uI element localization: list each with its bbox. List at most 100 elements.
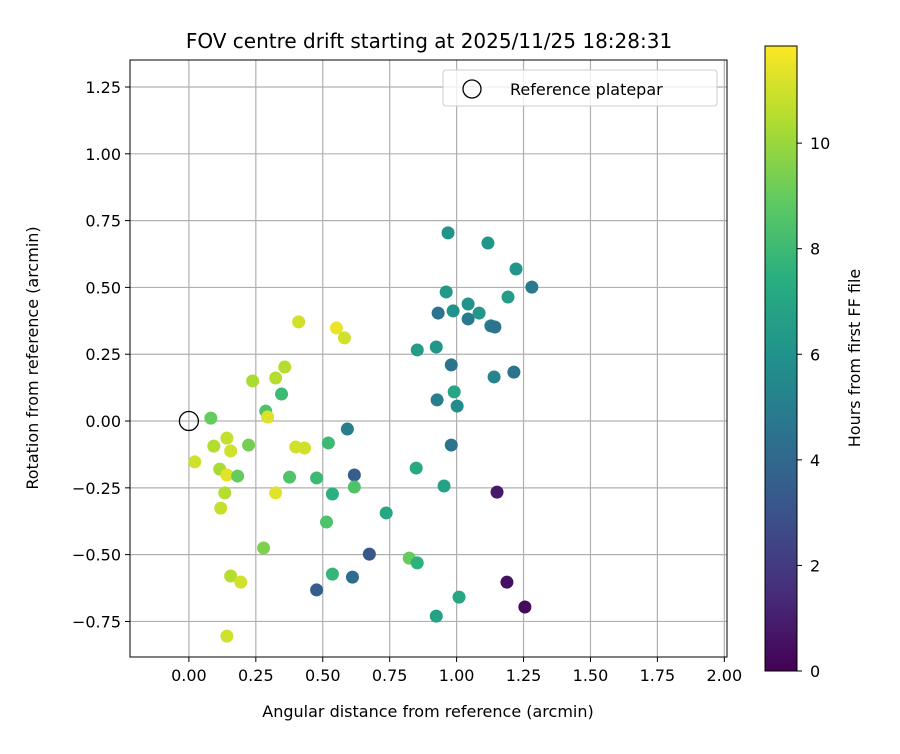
data-point <box>298 441 312 455</box>
data-point <box>345 570 359 584</box>
colorbar-tick-label: 8 <box>810 240 820 259</box>
data-point <box>410 343 424 357</box>
data-point <box>220 431 234 445</box>
y-axis-label: Rotation from reference (arcmin) <box>23 226 42 489</box>
x-tick-label: 1.00 <box>439 666 475 685</box>
data-point <box>231 469 245 483</box>
data-point <box>409 461 423 475</box>
x-tick-label: 2.00 <box>707 666 743 685</box>
data-point <box>362 547 376 561</box>
data-point <box>278 360 292 374</box>
colorbar-label: Hours from first FF file <box>845 269 864 448</box>
data-point <box>525 280 539 294</box>
data-point <box>269 371 283 385</box>
data-point <box>439 285 453 299</box>
data-point <box>444 438 458 452</box>
x-tick-label: 1.75 <box>640 666 676 685</box>
data-point <box>188 455 202 469</box>
colorbar-tick-label: 10 <box>810 134 830 153</box>
data-points <box>188 226 539 643</box>
y-tick-label: −0.25 <box>72 479 121 498</box>
data-point <box>224 569 238 583</box>
data-point <box>430 393 444 407</box>
data-point <box>431 306 445 320</box>
data-point <box>446 304 460 318</box>
colorbar <box>764 45 798 672</box>
legend-reference-marker <box>462 79 482 99</box>
data-point <box>518 600 532 614</box>
data-point <box>340 422 354 436</box>
data-point <box>257 541 271 555</box>
data-point <box>488 320 502 334</box>
data-point <box>472 306 486 320</box>
data-point <box>490 485 504 499</box>
colorbar-tick-label: 4 <box>810 451 820 470</box>
data-point <box>329 321 343 335</box>
data-point <box>437 479 451 493</box>
data-point <box>347 468 361 482</box>
data-point <box>283 470 297 484</box>
data-point <box>310 583 324 597</box>
data-point <box>487 370 501 384</box>
data-point <box>220 468 234 482</box>
y-tick-label: 1.25 <box>85 78 121 97</box>
data-point <box>242 438 256 452</box>
data-point <box>325 567 339 581</box>
y-tick-label: −0.50 <box>72 546 121 565</box>
x-tick-label: 0.25 <box>238 666 274 685</box>
data-point <box>410 556 424 570</box>
colorbar-tick-label: 0 <box>810 662 820 681</box>
legend: Reference platepar <box>442 69 718 107</box>
legend-label: Reference platepar <box>510 80 663 99</box>
x-tick-label: 0.00 <box>171 666 207 685</box>
y-tick-label: 0.00 <box>85 412 121 431</box>
data-point <box>444 358 458 372</box>
x-tick-label: 0.50 <box>305 666 341 685</box>
data-point <box>447 385 461 399</box>
y-tick-label: 0.75 <box>85 212 121 231</box>
data-point <box>220 629 234 643</box>
x-axis-ticks: 0.00 0.25 0.50 0.75 1.00 1.25 1.50 1.75 2.00 <box>171 657 742 685</box>
chart-title: FOV centre drift starting at 2025/11/25 … <box>186 29 672 53</box>
data-point <box>321 436 335 450</box>
data-point <box>500 575 514 589</box>
data-point <box>207 439 221 453</box>
data-point <box>452 590 466 604</box>
reference-marker <box>178 410 200 432</box>
colorbar-tick-label: 2 <box>810 556 820 575</box>
reference-platepar-marker <box>178 410 200 432</box>
y-tick-label: 1.00 <box>85 145 121 164</box>
data-point <box>481 236 495 250</box>
data-point <box>429 609 443 623</box>
data-point <box>320 515 334 529</box>
data-point <box>204 411 218 425</box>
data-point <box>234 575 248 589</box>
data-point <box>214 501 228 515</box>
x-tick-label: 1.50 <box>573 666 609 685</box>
data-point <box>275 387 289 401</box>
data-point <box>347 480 361 494</box>
data-point <box>337 331 351 345</box>
data-point <box>261 410 275 424</box>
y-tick-label: 0.25 <box>85 345 121 364</box>
y-tick-label: 0.50 <box>85 278 121 297</box>
grid <box>130 60 727 657</box>
x-tick-label: 1.25 <box>506 666 542 685</box>
data-point <box>450 399 464 413</box>
data-point <box>507 365 521 379</box>
y-tick-label: −0.75 <box>72 612 121 631</box>
colorbar-ticks: 0 2 4 6 8 10 <box>797 134 830 681</box>
data-point <box>246 374 260 388</box>
data-point <box>310 471 324 485</box>
y-axis-ticks: −0.75 −0.50 −0.25 0.00 0.25 0.50 0.75 1.00 1.25 <box>72 78 130 631</box>
data-point <box>224 444 238 458</box>
data-point <box>218 486 232 500</box>
data-point <box>325 487 339 501</box>
data-point <box>269 486 283 500</box>
x-tick-label: 0.75 <box>372 666 408 685</box>
data-point <box>429 340 443 354</box>
data-point <box>441 226 455 240</box>
x-axis-label: Angular distance from reference (arcmin) <box>262 702 593 721</box>
data-point <box>509 262 523 276</box>
data-point <box>501 290 515 304</box>
